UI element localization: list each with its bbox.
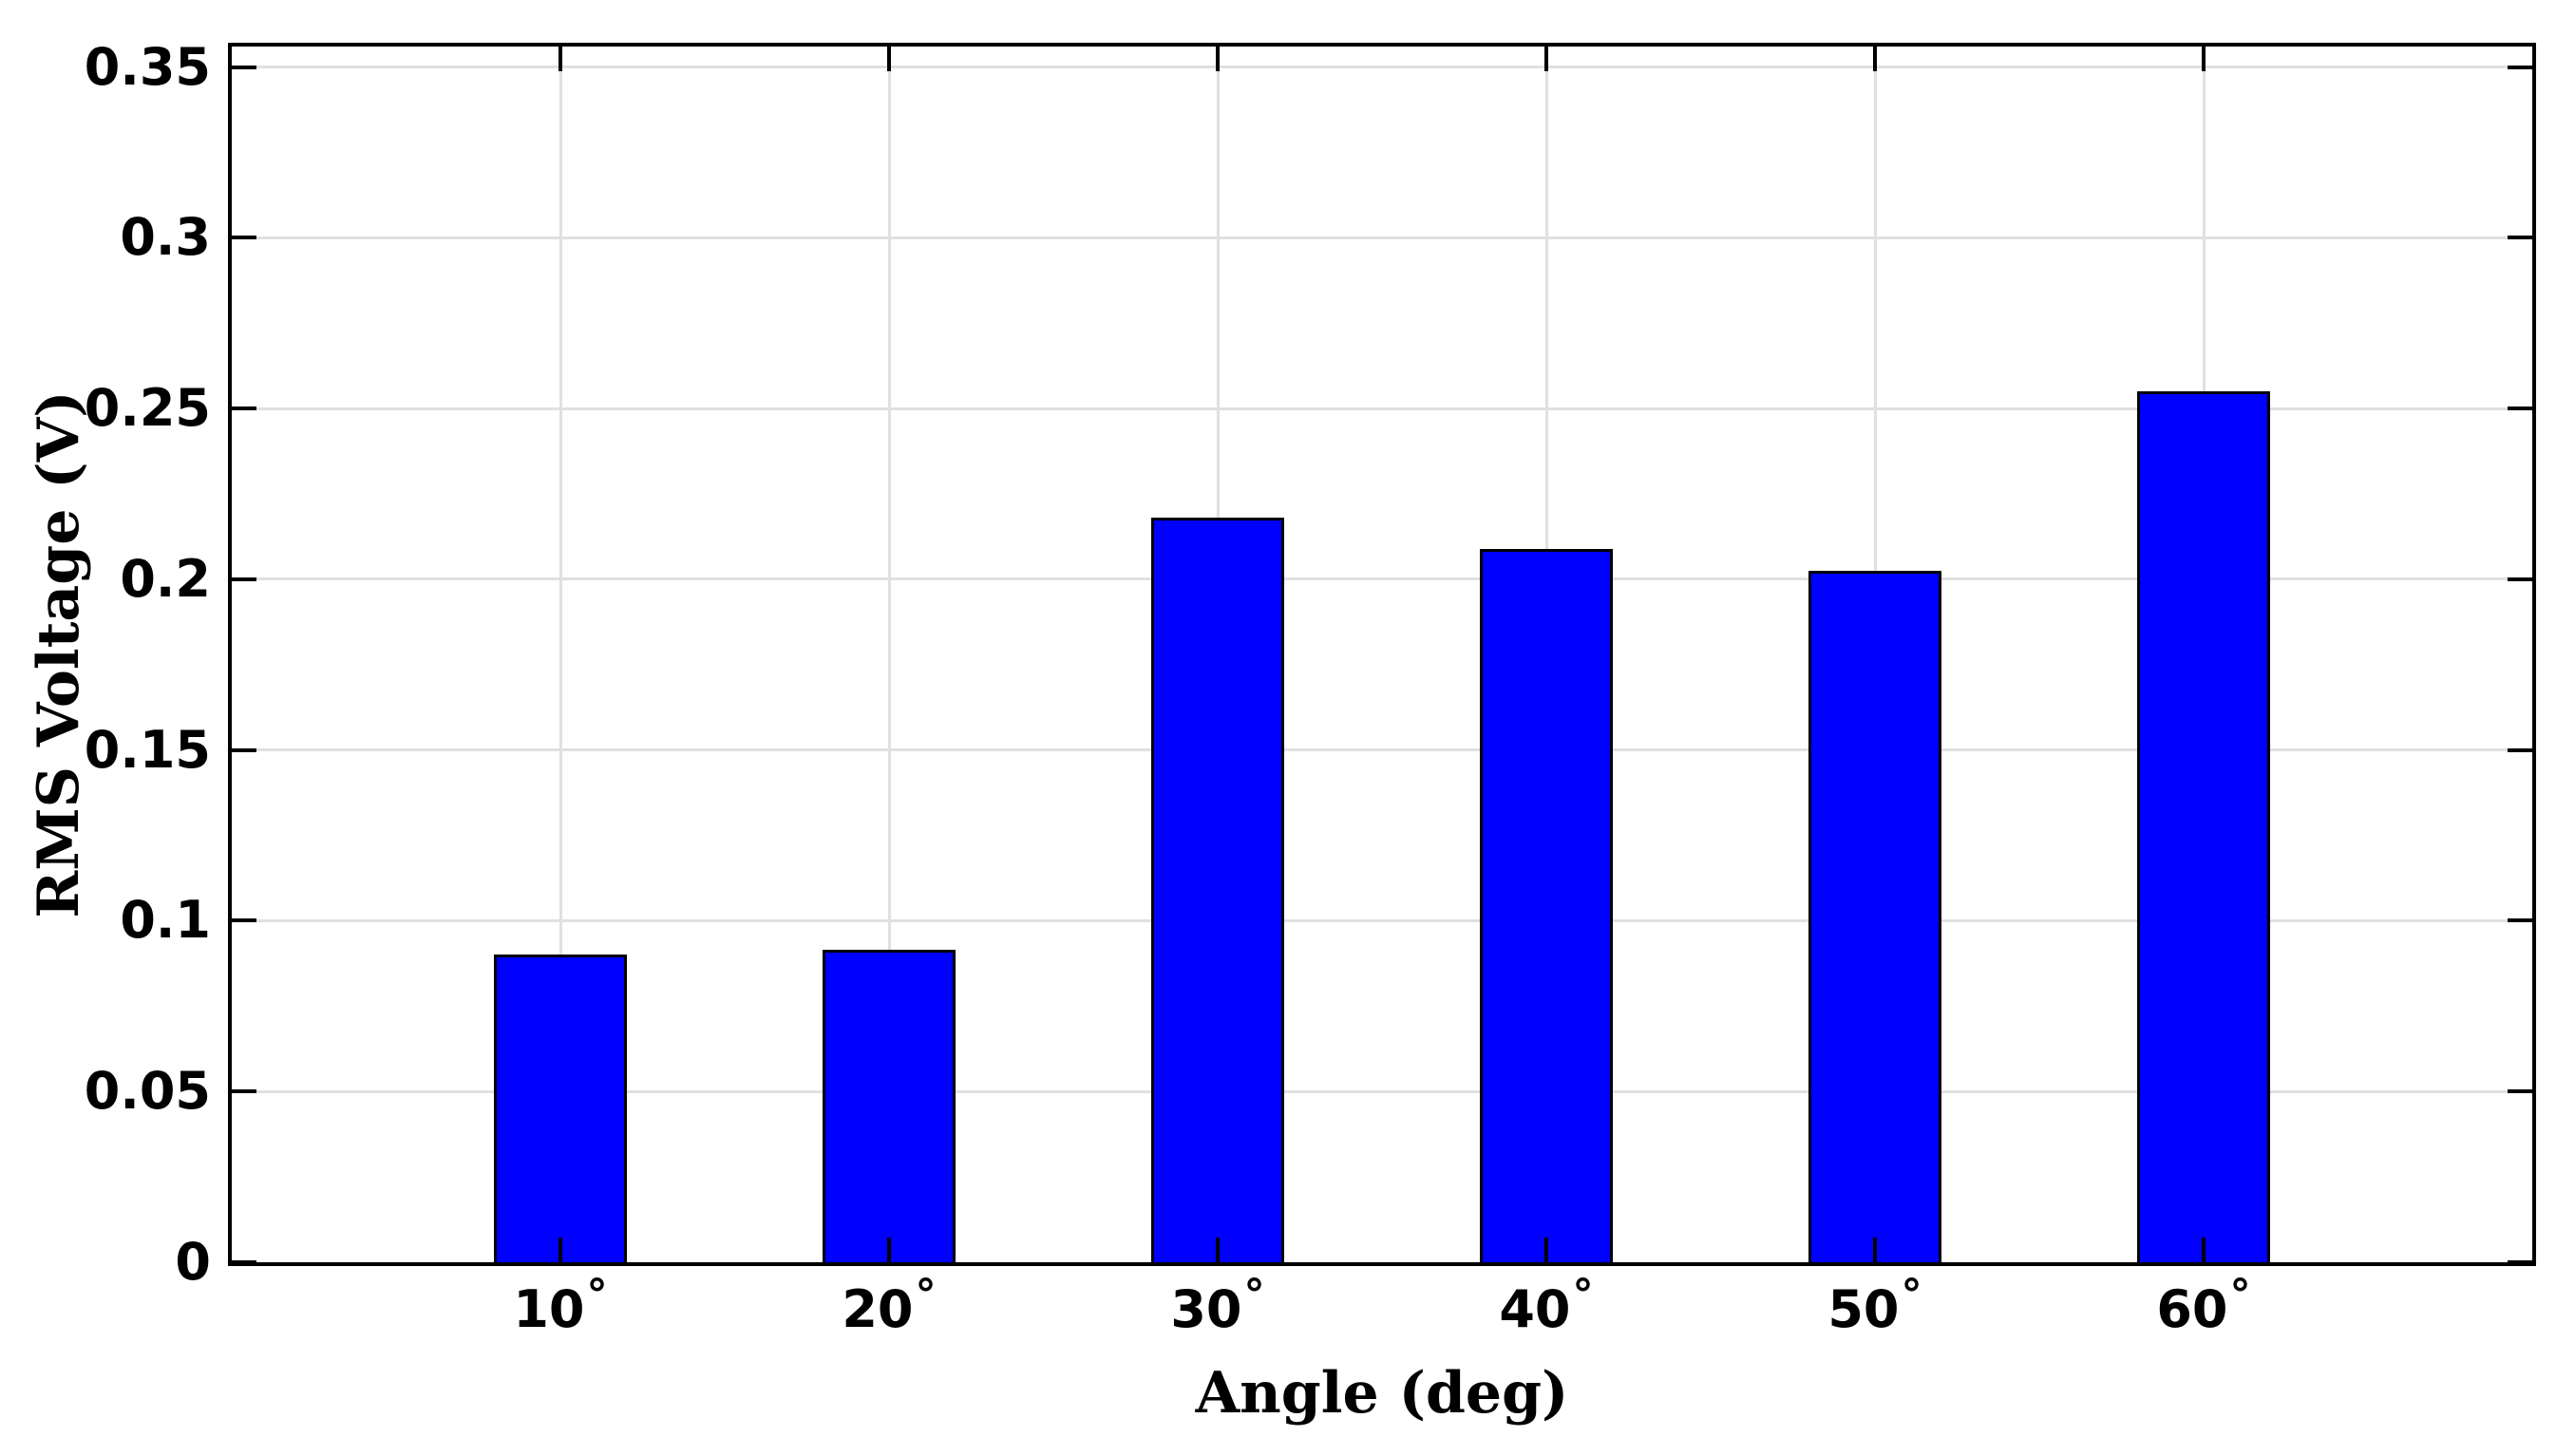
degree-symbol: ° [1901, 1271, 1922, 1320]
bar-40deg [1480, 548, 1613, 1262]
x-tick-top-10deg [559, 47, 562, 71]
bar-30deg [1151, 518, 1284, 1262]
x-tick-bottom-10deg [559, 1238, 562, 1262]
y-gridline-0.2 [232, 577, 2532, 581]
y-tick-left-0 [232, 1260, 256, 1262]
y-tick-left-0.25 [232, 407, 256, 411]
x-tick-bottom-40deg [1544, 1238, 1548, 1262]
x-tick-bottom-30deg [1216, 1238, 1220, 1262]
x-tick-label-30deg: 30° [1170, 1275, 1264, 1335]
bar-20deg [823, 950, 956, 1262]
y-gridline-0.35 [232, 66, 2532, 69]
x-tick-number: 50 [1827, 1279, 1900, 1339]
y-tick-right-0.1 [2508, 918, 2532, 923]
y-tick-left-0.05 [232, 1089, 256, 1094]
x-tick-bottom-60deg [2202, 1238, 2206, 1262]
plot-area [228, 43, 2536, 1266]
x-tick-label-50deg: 50° [1827, 1275, 1922, 1335]
x-tick-number: 40 [1499, 1279, 1571, 1339]
y-tick-left-0.3 [232, 236, 256, 240]
x-axis-label: Angle (deg) [1195, 1360, 1569, 1427]
y-tick-label-0.15: 0.15 [84, 719, 211, 780]
y-tick-right-0.15 [2508, 747, 2532, 752]
y-tick-right-0.05 [2508, 1089, 2532, 1094]
x-tick-bottom-50deg [1873, 1238, 1877, 1262]
x-tick-top-20deg [887, 47, 891, 71]
degree-symbol: ° [915, 1271, 937, 1320]
x-tick-number: 60 [2156, 1279, 2228, 1339]
degree-symbol: ° [586, 1271, 608, 1320]
bar-60deg [2137, 391, 2270, 1262]
degree-symbol: ° [1572, 1271, 1594, 1320]
y-tick-label-0.25: 0.25 [84, 378, 211, 439]
x-tick-top-50deg [1873, 47, 1877, 71]
x-tick-top-30deg [1216, 47, 1220, 71]
degree-symbol: ° [2229, 1271, 2251, 1320]
y-tick-right-0.35 [2508, 65, 2532, 69]
y-tick-left-0.15 [232, 747, 256, 752]
x-tick-top-40deg [1544, 47, 1548, 71]
y-gridline-0.15 [232, 748, 2532, 752]
degree-symbol: ° [1243, 1271, 1265, 1320]
y-tick-label-0.35: 0.35 [84, 36, 211, 97]
y-gridline-0.05 [232, 1089, 2532, 1093]
x-tick-label-10deg: 10° [513, 1275, 607, 1335]
x-tick-label-40deg: 40° [1499, 1275, 1593, 1335]
plot-inner-region [232, 47, 2532, 1262]
x-tick-number: 30 [1170, 1279, 1242, 1339]
y-tick-label-0.1: 0.1 [120, 890, 211, 951]
y-tick-label-0.05: 0.05 [84, 1061, 211, 1122]
y-tick-right-0 [2508, 1260, 2532, 1262]
y-gridline-0.25 [232, 407, 2532, 410]
y-tick-label-0: 0 [175, 1232, 211, 1292]
x-gridline-10deg [559, 47, 562, 1262]
y-tick-right-0.2 [2508, 577, 2532, 581]
y-tick-left-0.2 [232, 577, 256, 581]
y-tick-left-0.35 [232, 65, 256, 69]
x-tick-bottom-20deg [887, 1238, 891, 1262]
y-gridline-0.3 [232, 236, 2532, 239]
bar-50deg [1808, 570, 1941, 1262]
y-tick-label-0.3: 0.3 [120, 207, 211, 268]
x-tick-label-60deg: 60° [2156, 1275, 2250, 1335]
bar-10deg [494, 955, 627, 1262]
x-tick-number: 10 [513, 1279, 585, 1339]
x-tick-top-60deg [2202, 47, 2206, 71]
x-tick-label-20deg: 20° [842, 1275, 936, 1335]
y-tick-label-0.2: 0.2 [120, 548, 211, 609]
y-tick-right-0.25 [2508, 407, 2532, 411]
x-tick-number: 20 [842, 1279, 914, 1339]
y-gridline-0.1 [232, 918, 2532, 922]
y-tick-left-0.1 [232, 918, 256, 923]
y-tick-right-0.3 [2508, 236, 2532, 240]
x-gridline-20deg [887, 47, 891, 1262]
